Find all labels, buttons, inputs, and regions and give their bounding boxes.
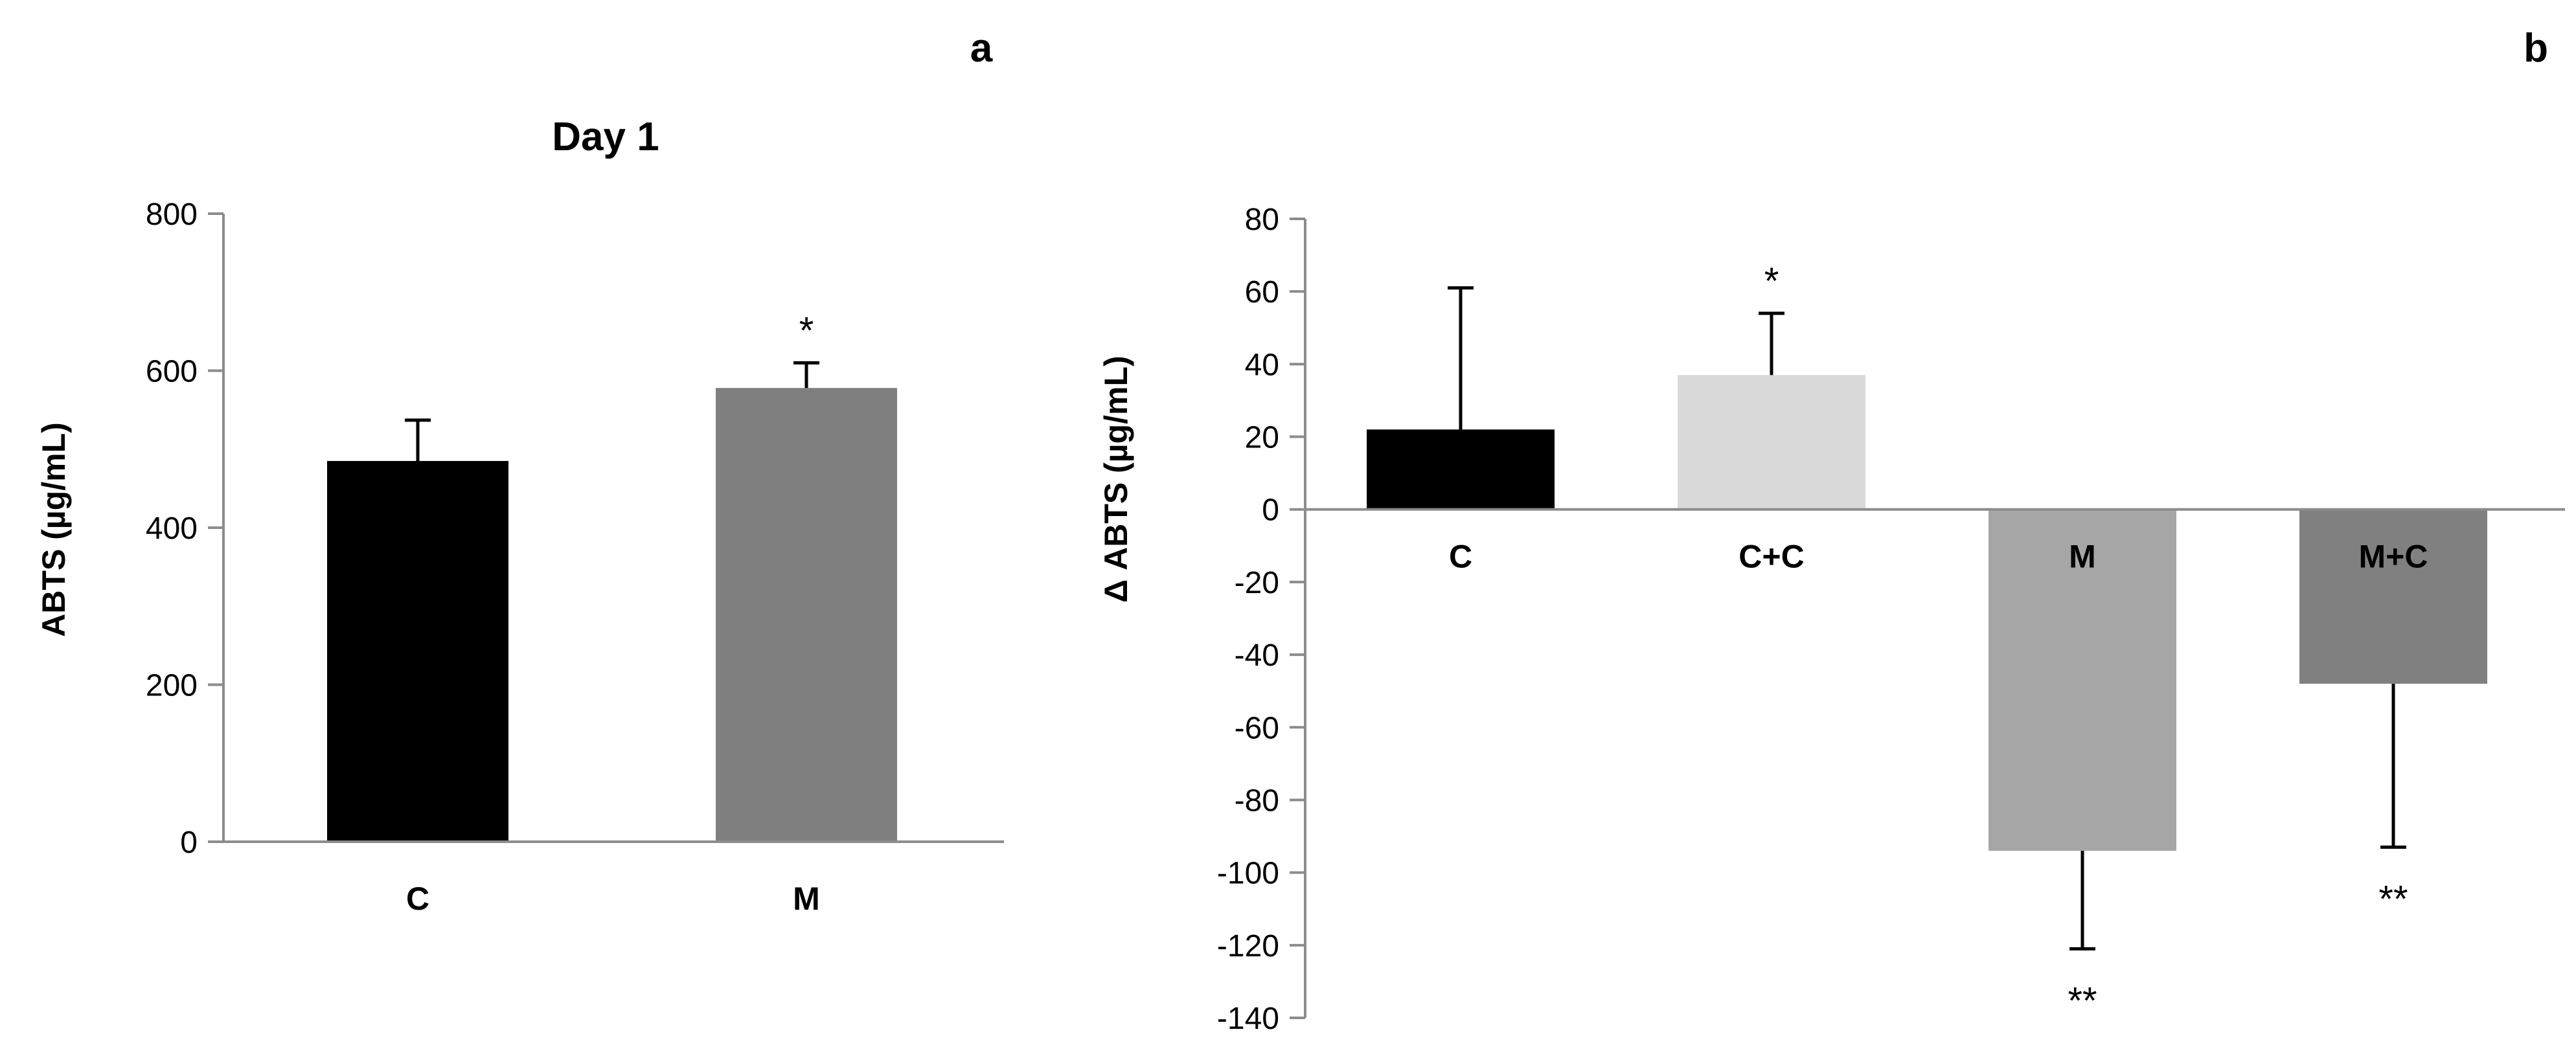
- panel-a-label: a: [970, 26, 993, 71]
- b-y-tick-label: 80: [1245, 203, 1279, 237]
- a-y-tick-label: 800: [146, 197, 198, 232]
- b-y-tick-label: -120: [1217, 929, 1279, 963]
- panel-b-y-axis-label: Δ ABTS (µg/mL): [1098, 355, 1134, 602]
- panel-a-title: Day 1: [552, 115, 659, 159]
- panel-a: a Day 1 ABTS (µg/mL) 0 200 400 600 800 C M *: [36, 26, 1004, 917]
- panel-a-y-axis-label: ABTS (µg/mL): [36, 422, 72, 637]
- panel-b-significance-label: **: [2378, 878, 2408, 920]
- b-y-tick-label: 0: [1262, 493, 1279, 528]
- b-y-tick-label: -140: [1217, 1002, 1279, 1036]
- b-y-tick-label: -100: [1217, 857, 1279, 891]
- b-y-tick-label: 40: [1245, 348, 1279, 382]
- a-y-tick-label: 0: [180, 826, 198, 860]
- panel-a-significance-label: *: [799, 310, 814, 352]
- panel-b-label: b: [2524, 26, 2548, 71]
- a-y-tick-label: 600: [146, 355, 198, 389]
- panel-b-significance-label: **: [2068, 980, 2097, 1022]
- panel-a-category-label: M: [793, 881, 820, 917]
- a-y-tick-label: 400: [146, 512, 198, 546]
- b-y-tick-label: 20: [1245, 421, 1279, 455]
- a-bar: [327, 460, 508, 842]
- b-bar: [1989, 509, 2176, 851]
- panel-b-significance-label: *: [1764, 260, 1779, 302]
- a-y-tick-label: 200: [146, 669, 198, 703]
- panel-b-category-label: C+C: [1738, 539, 1804, 575]
- b-y-tick-label: -60: [1235, 711, 1279, 745]
- panel-b: b Δ ABTS (µg/mL) -140 -120 -100 -80 -60 -40 -2…: [1098, 26, 2565, 1036]
- panel-b-category-label: C: [1449, 539, 1472, 575]
- panel-a-category-label: C: [406, 881, 429, 917]
- panel-b-category-label: M: [2069, 539, 2096, 575]
- b-y-tick-label: 60: [1245, 275, 1279, 310]
- b-bar: [1678, 375, 1865, 510]
- b-bar: [1367, 429, 1555, 510]
- b-bar: [2299, 509, 2487, 684]
- b-y-tick-label: -40: [1235, 638, 1279, 673]
- a-bar: [716, 388, 897, 842]
- panel-b-category-label: M+C: [2359, 539, 2428, 575]
- b-y-tick-label: -20: [1235, 566, 1279, 600]
- b-y-tick-label: -80: [1235, 783, 1279, 818]
